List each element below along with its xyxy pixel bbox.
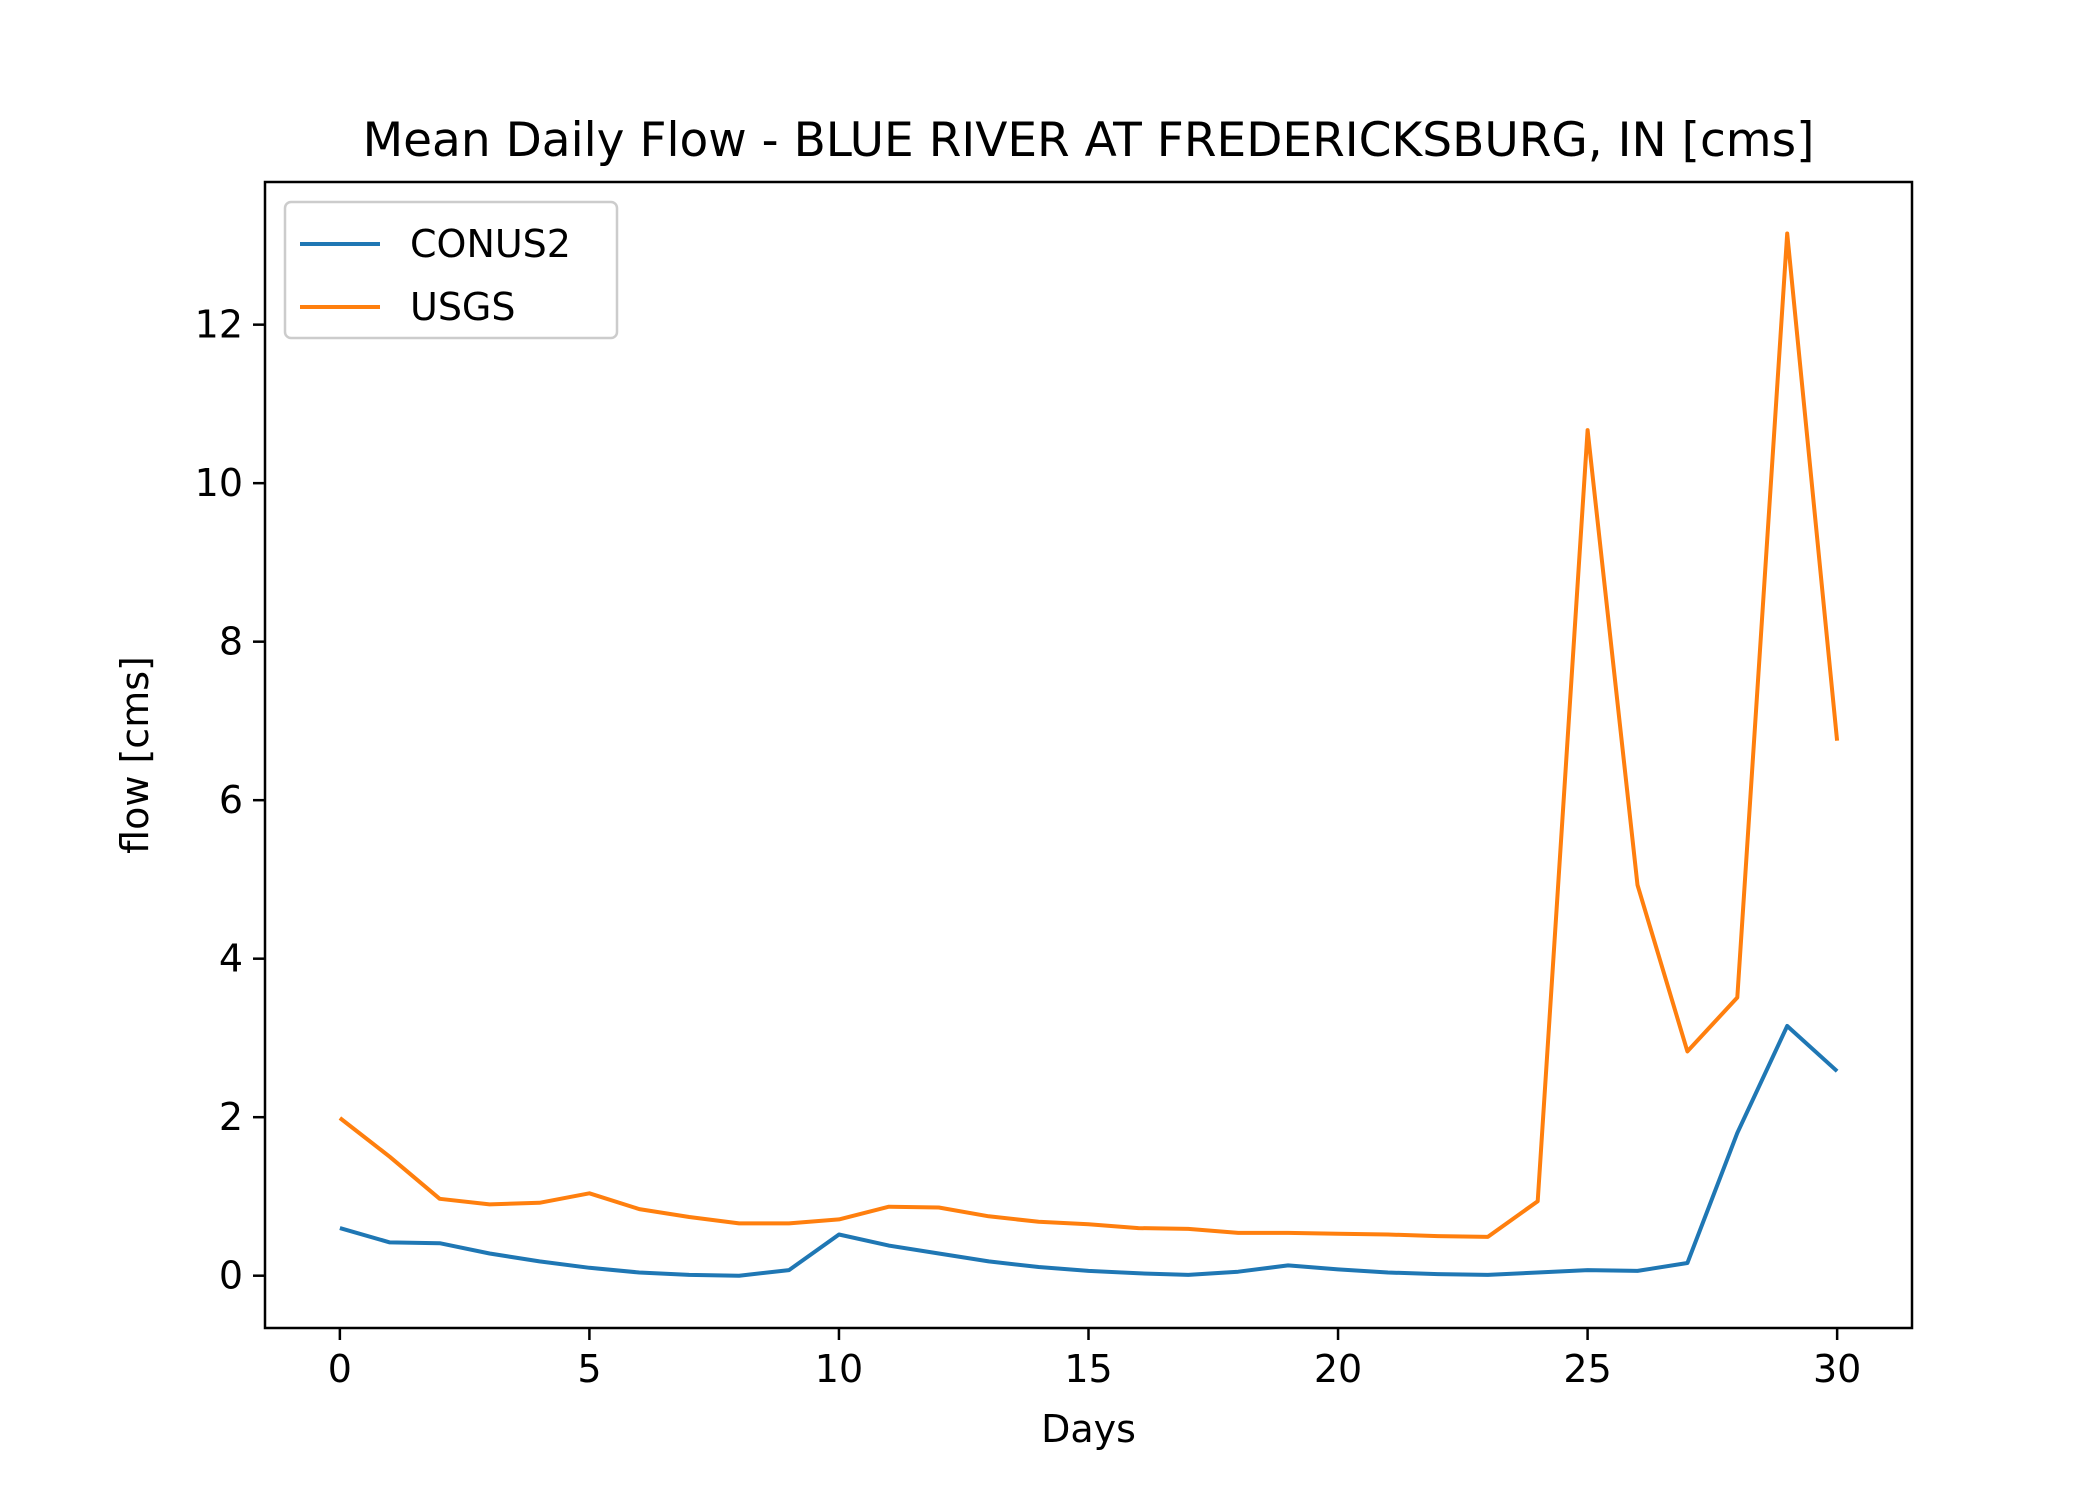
y-tick-label: 4 [219, 937, 243, 981]
x-axis-label: Days [1041, 1407, 1136, 1451]
legend-label-conus2: CONUS2 [410, 222, 571, 266]
legend-box [283, 200, 619, 340]
series-line-conus2 [339, 1024, 1839, 1278]
y-axis: 0 2 4 6 8 10 12 [195, 303, 265, 1298]
x-tick-label: 30 [1813, 1347, 1861, 1391]
series-line-usgs [338, 231, 1840, 1239]
y-tick-label: 0 [219, 1254, 243, 1298]
x-tick-label: 0 [328, 1347, 352, 1391]
x-tick-label: 20 [1314, 1347, 1362, 1391]
y-tick-label: 12 [195, 303, 243, 347]
series-lines [338, 231, 1840, 1278]
y-axis-label: flow [cms] [113, 656, 157, 854]
x-tick-label: 25 [1563, 1347, 1611, 1391]
chart-title: Mean Daily Flow - BLUE RIVER AT FREDERIC… [363, 113, 1815, 168]
legend-label-usgs: USGS [410, 285, 516, 329]
x-axis: 0 5 10 15 20 25 30 [328, 1328, 1861, 1391]
y-tick-label: 10 [195, 461, 243, 505]
y-tick-label: 2 [219, 1095, 243, 1139]
x-tick-label: 10 [815, 1347, 863, 1391]
x-tick-label: 15 [1064, 1347, 1112, 1391]
legend: CONUS2 USGS [283, 200, 619, 340]
x-tick-label: 5 [577, 1347, 601, 1391]
y-tick-label: 6 [219, 778, 243, 822]
y-tick-label: 8 [219, 620, 243, 664]
